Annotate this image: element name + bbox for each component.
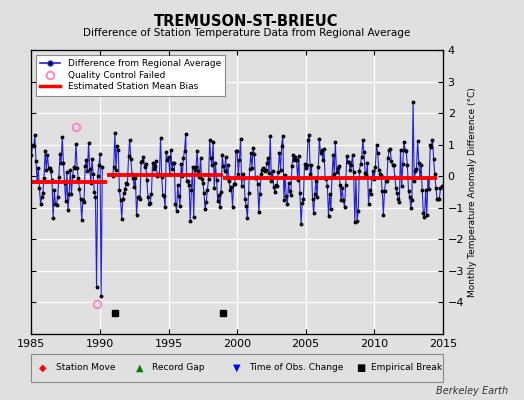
Text: Berkeley Earth: Berkeley Earth	[436, 386, 508, 396]
Text: ▼: ▼	[233, 363, 241, 373]
Text: ◆: ◆	[39, 363, 47, 373]
Text: Empirical Break: Empirical Break	[371, 364, 442, 372]
Text: Time of Obs. Change: Time of Obs. Change	[249, 364, 343, 372]
Y-axis label: Monthly Temperature Anomaly Difference (°C): Monthly Temperature Anomaly Difference (…	[468, 87, 477, 297]
Text: Difference of Station Temperature Data from Regional Average: Difference of Station Temperature Data f…	[83, 28, 410, 38]
Text: ▲: ▲	[136, 363, 144, 373]
Legend: Difference from Regional Average, Quality Control Failed, Estimated Station Mean: Difference from Regional Average, Qualit…	[36, 54, 225, 96]
Text: Station Move: Station Move	[56, 364, 116, 372]
Text: Record Gap: Record Gap	[152, 364, 204, 372]
Text: ■: ■	[356, 363, 366, 373]
Text: TREMUSON-ST-BRIEUC: TREMUSON-ST-BRIEUC	[154, 14, 339, 29]
